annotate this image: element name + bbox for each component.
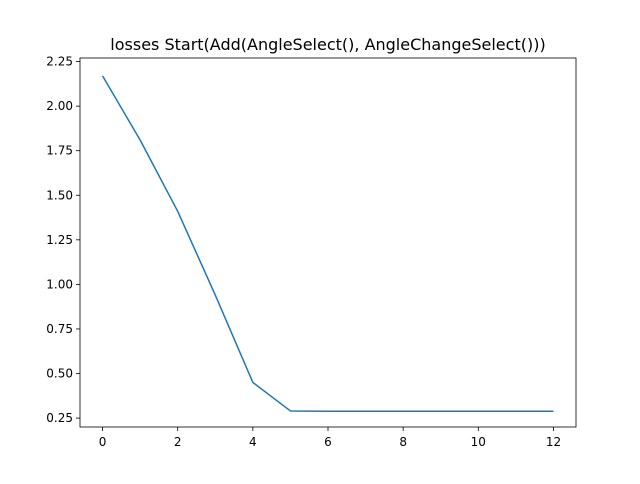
x-tick-label: 6 [324, 435, 332, 449]
x-tick-label: 4 [249, 435, 257, 449]
series-line-0 [101, 75, 554, 413]
y-tick-label: 0.50 [46, 367, 73, 381]
x-tick-label: 0 [99, 435, 107, 449]
y-tick-label: 1.25 [46, 233, 73, 247]
y-tick-label: 1.50 [46, 188, 73, 202]
chart-title: losses Start(Add(AngleSelect(), AngleCha… [110, 35, 545, 54]
x-tick-label: 2 [174, 435, 182, 449]
x-tick-label: 10 [471, 435, 486, 449]
y-tick-label: 1.75 [46, 144, 73, 158]
y-tick-label: 1.00 [46, 277, 73, 291]
y-tick-label: 2.00 [46, 99, 73, 113]
x-tick-label: 8 [399, 435, 407, 449]
y-tick-label: 0.75 [46, 322, 73, 336]
y-tick-label: 2.25 [46, 55, 73, 69]
y-tick-label: 0.25 [46, 411, 73, 425]
plot-area: 0 2 4 6 8 10 12 0.25 0.50 0.75 1.00 1.25 1.50 1.75 2.0… [46, 55, 577, 449]
x-tick-label: 12 [546, 435, 561, 449]
axes-frame [79, 57, 577, 428]
